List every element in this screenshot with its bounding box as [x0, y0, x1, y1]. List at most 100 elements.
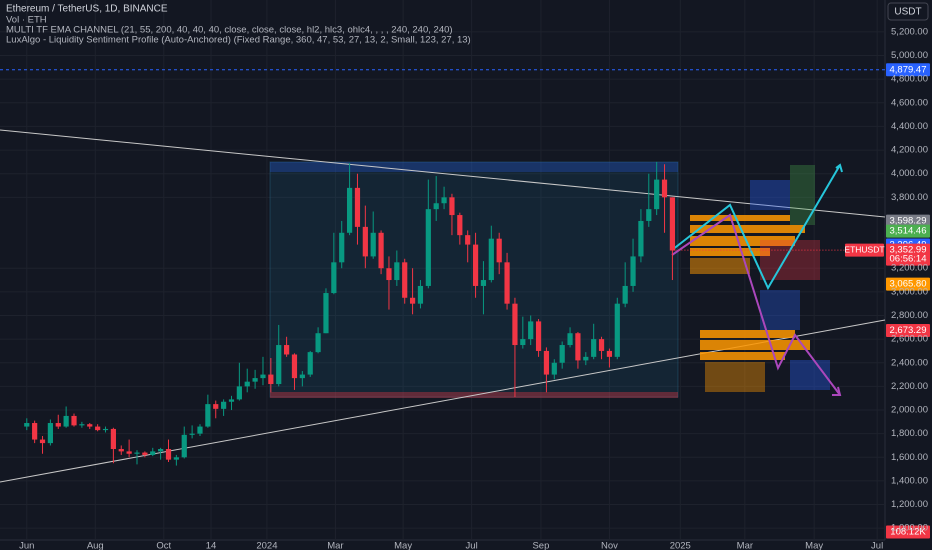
candle-body [669, 197, 676, 251]
candle-body [291, 354, 298, 379]
countdown: 06:56:14 [890, 254, 927, 265]
candle-body [276, 345, 282, 385]
candle-body [165, 449, 172, 460]
candle-body [409, 297, 416, 304]
candle-body [354, 187, 361, 227]
candle-body [543, 350, 550, 375]
y-tick-label: 1,200.00 [891, 499, 928, 510]
candle-body [252, 378, 258, 382]
y-tick-label: 4,000.00 [891, 168, 928, 179]
y-tick-label: 1,400.00 [891, 475, 928, 486]
candle-body [402, 262, 408, 298]
x-tick-label: 2025 [670, 541, 691, 550]
candle-body [425, 209, 431, 286]
candle-body [551, 362, 557, 375]
candle-body [205, 404, 211, 427]
y-tick-label: 4,400.00 [891, 121, 928, 132]
y-tick-label: 4,600.00 [891, 97, 928, 108]
x-tick-label: May [394, 541, 412, 550]
candle-body [472, 244, 479, 286]
candle-body [559, 345, 565, 363]
candle-body [457, 215, 463, 236]
volume-tag-label: 108.12K [890, 527, 926, 538]
price-axis [885, 0, 932, 550]
projection-arrow [832, 386, 842, 396]
candle-body [284, 345, 290, 355]
volume-profile [690, 165, 830, 392]
candle-body [134, 452, 140, 454]
price-tag [886, 63, 930, 77]
candle-body [47, 423, 53, 444]
candle-body [583, 356, 589, 361]
x-tick-label: Mar [327, 541, 343, 550]
candle-body [268, 374, 274, 385]
candle-body [197, 426, 203, 434]
indicator-label: LuxAlgo - Liquidity Sentiment Profile (A… [6, 35, 471, 46]
price-tag [886, 214, 930, 228]
y-tick-label: 3,800.00 [891, 192, 928, 203]
candle-body [315, 333, 321, 353]
candle-body [299, 374, 305, 379]
candle-body [591, 339, 597, 357]
candle-body [323, 293, 329, 334]
candle-body [87, 424, 93, 427]
y-tick-label: 3,200.00 [891, 263, 928, 274]
price-tag-label: 3,514.46 [890, 226, 927, 237]
x-tick-label: 14 [206, 541, 217, 550]
candle-body [630, 256, 636, 286]
volume-tag [886, 525, 930, 539]
y-tick-label: 5,200.00 [891, 26, 928, 37]
candle-body [378, 232, 384, 269]
y-tick-label: 4,800.00 [891, 74, 928, 85]
candle-body [441, 197, 447, 204]
candle-body [71, 415, 77, 426]
candle-body [142, 452, 148, 455]
candle-body [535, 321, 542, 351]
price-tag-label: 4,879.47 [890, 64, 927, 75]
candle-body [63, 415, 69, 427]
candles [24, 161, 676, 466]
candle-body [173, 457, 179, 460]
candle-body [520, 339, 526, 346]
y-tick-label: 5,000.00 [891, 50, 928, 61]
symbol-label: ETHUSDT [844, 244, 884, 254]
y-tick-label: 1,800.00 [891, 428, 928, 439]
price-tag [886, 224, 930, 238]
projection-path [671, 164, 841, 291]
candle-body [496, 238, 502, 263]
x-tick-label: May [805, 541, 823, 550]
y-tick-label: 2,400.00 [891, 357, 928, 368]
candle-body [394, 262, 400, 281]
x-tick-label: Oct [156, 541, 171, 550]
candle-body [331, 262, 337, 294]
chart-title: Ethereum / TetherUS, 1D, BINANCE [6, 4, 168, 15]
x-tick-label: 2024 [256, 541, 277, 550]
x-tick-label: Nov [601, 541, 618, 550]
indicator-label: MULTI TF EMA CHANNEL (21, 55, 200, 40, 4… [6, 25, 453, 36]
currency-button[interactable] [887, 2, 929, 21]
candle-body [95, 426, 101, 431]
candle-body [260, 374, 266, 379]
candle-body [55, 423, 61, 427]
candle-body [488, 238, 494, 281]
x-tick-label: Jul [871, 541, 883, 550]
candle-body [126, 451, 132, 454]
candle-body [244, 381, 250, 387]
y-tick-label: 1,600.00 [891, 452, 928, 463]
candle-body [417, 285, 424, 304]
candle-body [110, 428, 116, 450]
currency-label[interactable]: USDT [894, 7, 921, 18]
candle-body [118, 449, 124, 452]
x-tick-label: Mar [737, 541, 753, 550]
y-tick-label: 1,000.00 [891, 523, 928, 534]
trendline [0, 129, 886, 218]
candle-body [24, 423, 30, 427]
price-tag [886, 323, 930, 337]
y-tick-label: 3,000.00 [891, 286, 928, 297]
candle-body [661, 179, 668, 198]
candle-body [575, 333, 581, 361]
candle-body [465, 235, 471, 245]
x-tick-label: Aug [87, 541, 104, 550]
candle-body [622, 285, 628, 304]
